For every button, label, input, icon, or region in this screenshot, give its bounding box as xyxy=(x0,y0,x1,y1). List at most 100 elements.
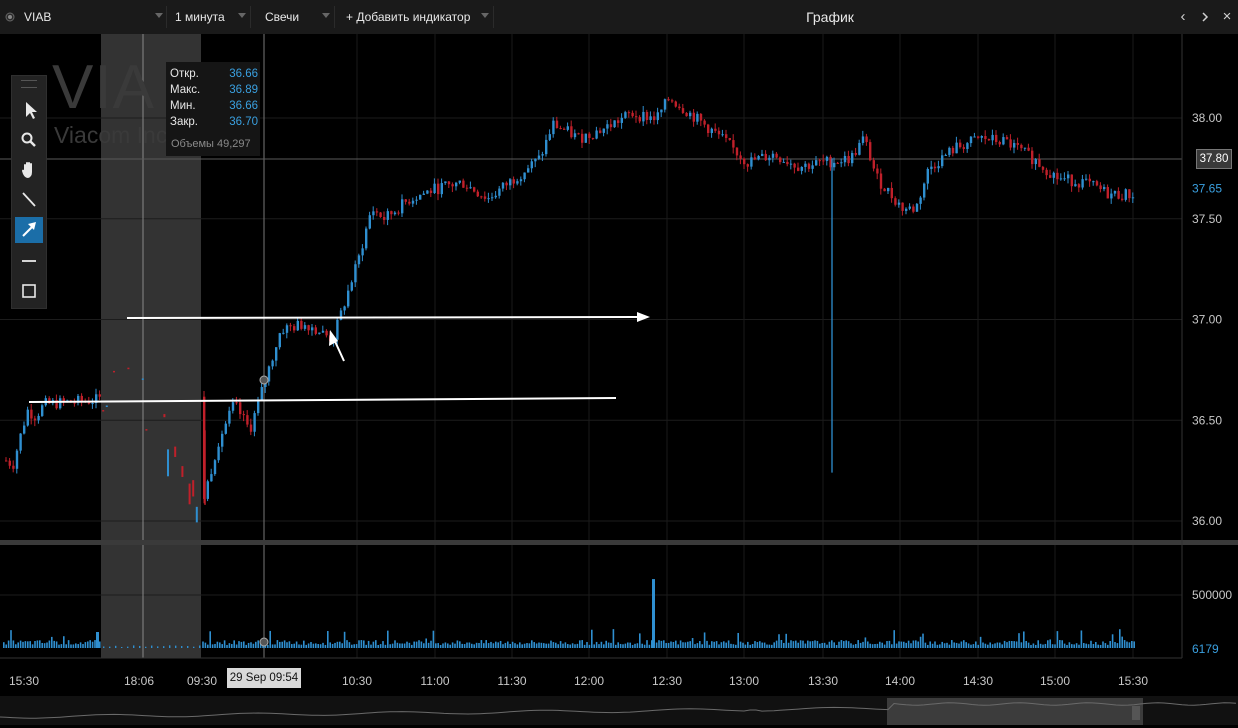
candle xyxy=(271,360,274,367)
volume-bar xyxy=(531,640,533,648)
hand-tool[interactable] xyxy=(15,157,43,183)
candle xyxy=(555,120,559,129)
volume-bar xyxy=(1099,644,1102,648)
symbol-dropdown-icon[interactable] xyxy=(155,13,163,18)
volume-bar xyxy=(449,644,451,648)
volume-bar xyxy=(891,644,893,648)
record-icon[interactable] xyxy=(5,12,15,22)
volume-bar xyxy=(639,633,641,648)
volume-bar xyxy=(358,640,360,648)
volume-bar xyxy=(955,642,958,648)
volume-bar xyxy=(193,646,195,648)
chart-type-selector[interactable]: Свечи xyxy=(265,10,300,24)
candle xyxy=(102,410,105,412)
time-tick-label: 15:30 xyxy=(9,674,39,688)
volume-bar xyxy=(1030,644,1032,648)
volume-bar xyxy=(754,641,756,648)
volume-bar xyxy=(1131,641,1133,648)
candle xyxy=(627,112,631,114)
volume-bar xyxy=(576,643,579,648)
line-tool[interactable] xyxy=(15,187,43,213)
volume-bar xyxy=(677,644,679,648)
candle xyxy=(955,142,958,154)
candle xyxy=(343,306,346,311)
zoom-tool[interactable] xyxy=(15,127,43,153)
volume-bar xyxy=(317,644,319,648)
volume-bar xyxy=(982,642,984,648)
volume-bar xyxy=(958,643,960,648)
volume-bar xyxy=(970,644,972,648)
time-tick-label: 10:30 xyxy=(342,674,372,688)
add-indicator-button[interactable]: + Добавить индикатор xyxy=(346,10,471,24)
volume-bar xyxy=(631,644,634,648)
volume-bar xyxy=(559,641,562,648)
volume-bar xyxy=(838,641,840,648)
volume-bar xyxy=(109,646,111,648)
volume-bar xyxy=(607,642,610,648)
candle xyxy=(213,460,217,475)
volume-bar xyxy=(1116,643,1119,648)
volume-bar xyxy=(519,642,521,648)
close-icon[interactable]: × xyxy=(1222,8,1232,25)
volume-bar xyxy=(619,643,622,648)
volume-bar xyxy=(411,644,413,648)
volume-bar xyxy=(324,644,327,648)
candle xyxy=(12,465,15,469)
candle xyxy=(192,480,195,497)
crosshair-price-marker xyxy=(259,375,269,385)
support-line[interactable] xyxy=(28,397,617,403)
navigator-handle[interactable] xyxy=(1132,706,1140,720)
volume-bar xyxy=(355,644,358,648)
toolbar-grip[interactable] xyxy=(21,80,37,88)
candle xyxy=(444,181,447,184)
add-indicator-dropdown-icon[interactable] xyxy=(481,13,489,18)
volume-bar xyxy=(127,646,129,648)
volume-bar xyxy=(235,644,238,648)
chart-type-dropdown-icon[interactable] xyxy=(322,13,330,18)
volume-bar xyxy=(648,644,651,648)
volume-bar xyxy=(351,644,353,648)
volume-bar xyxy=(315,643,317,648)
candle xyxy=(217,446,220,461)
candle xyxy=(1038,159,1041,167)
candle xyxy=(1049,175,1052,178)
interval-selector[interactable]: 1 минута xyxy=(175,10,225,24)
candle xyxy=(242,414,245,416)
time-tick-label: 13:00 xyxy=(729,674,759,688)
volume-bar xyxy=(41,642,43,648)
price-chart[interactable]: 38.00 37.50 37.00 36.50 36.00 37.65 500000 6179… xyxy=(0,34,1238,725)
back-icon[interactable]: ‹ xyxy=(1180,8,1186,25)
volume-bar xyxy=(310,642,312,648)
volume-bar xyxy=(363,640,365,648)
candle xyxy=(95,394,98,404)
interval-dropdown-icon[interactable] xyxy=(238,13,246,18)
volume-bar xyxy=(1035,644,1037,648)
trendline-arrow[interactable] xyxy=(126,316,641,319)
symbol-selector[interactable]: VIAB xyxy=(24,10,52,24)
volume-bar xyxy=(663,640,665,648)
volume-bar xyxy=(75,643,77,648)
hline-tool[interactable] xyxy=(15,248,43,274)
time-tick-label: 15:00 xyxy=(1040,674,1070,688)
pointer-tool[interactable] xyxy=(15,96,43,122)
candle xyxy=(33,418,37,421)
candle xyxy=(818,160,821,162)
candle xyxy=(48,398,51,404)
navigator-window[interactable] xyxy=(887,698,1143,725)
price-tick-label: 38.00 xyxy=(1192,111,1222,125)
volume-bar xyxy=(70,644,72,648)
volume-bar xyxy=(1123,640,1126,648)
volume-bar xyxy=(468,642,471,648)
candle xyxy=(887,187,890,192)
rectangle-tool[interactable] xyxy=(15,278,43,304)
chart-area[interactable]: 38.00 37.50 37.00 36.50 36.00 37.65 500000 6179… xyxy=(0,34,1238,725)
candle xyxy=(523,172,526,180)
volume-bar xyxy=(591,629,593,648)
volume-bar xyxy=(291,644,293,648)
candle xyxy=(890,187,893,199)
volume-bar xyxy=(43,643,46,648)
candle xyxy=(311,327,314,331)
arrow-tool[interactable] xyxy=(15,217,43,243)
candle xyxy=(941,155,944,167)
collapse-icon[interactable] xyxy=(1198,7,1216,27)
